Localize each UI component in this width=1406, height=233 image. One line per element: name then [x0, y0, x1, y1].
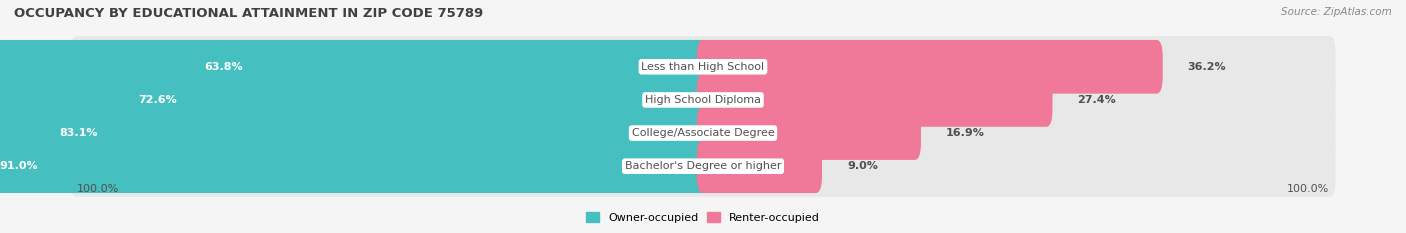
Text: 9.0%: 9.0%: [846, 161, 877, 171]
Legend: Owner-occupied, Renter-occupied: Owner-occupied, Renter-occupied: [586, 212, 820, 223]
Text: OCCUPANCY BY EDUCATIONAL ATTAINMENT IN ZIP CODE 75789: OCCUPANCY BY EDUCATIONAL ATTAINMENT IN Z…: [14, 7, 484, 20]
FancyBboxPatch shape: [0, 40, 709, 94]
Text: Bachelor's Degree or higher: Bachelor's Degree or higher: [624, 161, 782, 171]
FancyBboxPatch shape: [70, 103, 1336, 164]
Text: 63.8%: 63.8%: [204, 62, 243, 72]
Text: 36.2%: 36.2%: [1188, 62, 1226, 72]
Text: 72.6%: 72.6%: [138, 95, 177, 105]
FancyBboxPatch shape: [697, 40, 1163, 94]
Text: 91.0%: 91.0%: [0, 161, 38, 171]
Text: 100.0%: 100.0%: [77, 184, 120, 194]
FancyBboxPatch shape: [0, 106, 709, 160]
Text: 16.9%: 16.9%: [946, 128, 984, 138]
FancyBboxPatch shape: [697, 139, 823, 193]
FancyBboxPatch shape: [0, 139, 709, 193]
Text: High School Diploma: High School Diploma: [645, 95, 761, 105]
Text: College/Associate Degree: College/Associate Degree: [631, 128, 775, 138]
Text: Source: ZipAtlas.com: Source: ZipAtlas.com: [1281, 7, 1392, 17]
FancyBboxPatch shape: [697, 73, 1053, 127]
FancyBboxPatch shape: [70, 136, 1336, 197]
FancyBboxPatch shape: [70, 69, 1336, 130]
Text: Less than High School: Less than High School: [641, 62, 765, 72]
Text: 27.4%: 27.4%: [1077, 95, 1116, 105]
FancyBboxPatch shape: [70, 36, 1336, 97]
FancyBboxPatch shape: [0, 73, 709, 127]
Text: 100.0%: 100.0%: [1286, 184, 1329, 194]
FancyBboxPatch shape: [697, 106, 921, 160]
Text: 83.1%: 83.1%: [59, 128, 97, 138]
